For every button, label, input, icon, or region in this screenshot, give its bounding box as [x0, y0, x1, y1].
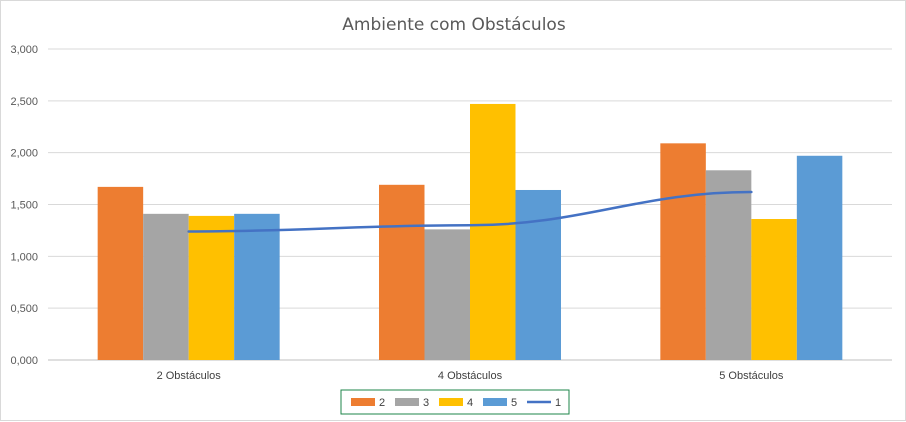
bar-series-4	[188, 215, 235, 360]
line-series	[187, 190, 753, 233]
y-tick-label: 2,000	[10, 148, 38, 160]
bar-series-3	[143, 213, 189, 360]
line-series-1	[187, 190, 753, 233]
y-tick-label: 0,000	[10, 355, 38, 367]
y-tick-label: 3,000	[10, 44, 38, 56]
legend[interactable]: 2 3 4 5 1	[340, 389, 570, 415]
bar-series-5	[515, 189, 561, 360]
bar-series-3	[705, 170, 752, 360]
bar-series-5	[234, 213, 280, 360]
bars	[97, 103, 843, 361]
bar-series-4	[751, 219, 797, 360]
legend-swatch-2	[351, 398, 375, 406]
legend-label-2[interactable]: 2	[379, 397, 385, 409]
legend-label-4[interactable]: 4	[467, 397, 473, 409]
x-category-label: 4 Obstáculos	[438, 370, 503, 382]
legend-label-3[interactable]: 3	[423, 397, 429, 409]
legend-label-5[interactable]: 5	[511, 397, 517, 409]
x-axis: 2 Obstáculos 4 Obstáculos 5 Obstáculos	[157, 370, 784, 382]
legend-label-1[interactable]: 1	[555, 397, 561, 409]
bar-series-2	[379, 184, 425, 360]
y-axis: 0,000 0,500 1,000 1,500 2,000 2,500 3,000	[10, 44, 38, 367]
x-category-label: 5 Obstáculos	[719, 370, 784, 382]
y-tick-label: 2,500	[10, 96, 38, 108]
legend-swatch-4	[439, 398, 463, 406]
bar-series-2	[660, 143, 706, 360]
bar-series-2	[97, 186, 144, 360]
chart-title: Ambiente com Obstáculos	[342, 15, 566, 35]
y-tick-label: 0,500	[10, 303, 38, 315]
legend-swatch-3	[395, 398, 419, 406]
y-tick-label: 1,500	[10, 200, 38, 212]
bar-series-5	[796, 155, 843, 360]
legend-swatch-5	[483, 398, 507, 406]
bar-series-4	[470, 103, 516, 361]
bar-series-3	[424, 229, 470, 360]
x-category-label: 2 Obstáculos	[157, 370, 222, 382]
y-tick-label: 1,000	[10, 251, 38, 263]
